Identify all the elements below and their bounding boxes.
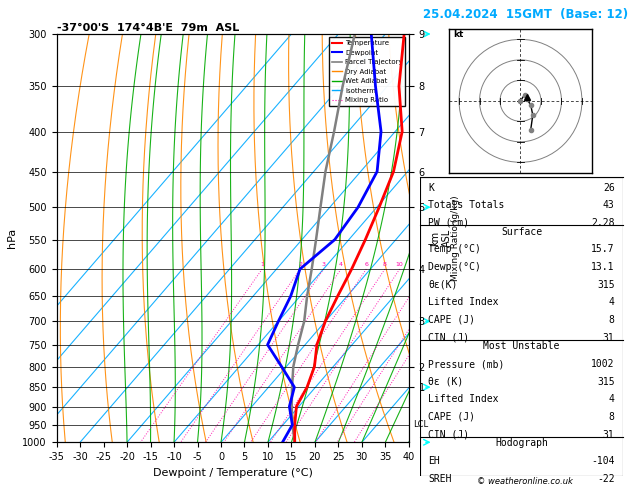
Text: Mixing Ratio (g/kg): Mixing Ratio (g/kg) bbox=[451, 195, 460, 281]
Text: Most Unstable: Most Unstable bbox=[483, 341, 560, 351]
Text: θε (K): θε (K) bbox=[428, 377, 464, 387]
Text: 31: 31 bbox=[603, 430, 615, 439]
Text: 10: 10 bbox=[396, 262, 404, 267]
Text: CAPE (J): CAPE (J) bbox=[428, 412, 476, 422]
Text: 25.04.2024  15GMT  (Base: 12): 25.04.2024 15GMT (Base: 12) bbox=[423, 8, 628, 21]
Text: CIN (J): CIN (J) bbox=[428, 332, 469, 343]
Text: 315: 315 bbox=[597, 279, 615, 290]
Text: 13.1: 13.1 bbox=[591, 262, 615, 272]
Text: K: K bbox=[428, 183, 434, 192]
Text: Pressure (mb): Pressure (mb) bbox=[428, 359, 504, 369]
Text: θε(K): θε(K) bbox=[428, 279, 458, 290]
Text: CIN (J): CIN (J) bbox=[428, 430, 469, 439]
Y-axis label: hPa: hPa bbox=[7, 228, 17, 248]
Text: Temp (°C): Temp (°C) bbox=[428, 244, 481, 254]
Text: -22: -22 bbox=[597, 474, 615, 484]
Text: PW (cm): PW (cm) bbox=[428, 218, 469, 228]
Text: SREH: SREH bbox=[428, 474, 452, 484]
Legend: Temperature, Dewpoint, Parcel Trajectory, Dry Adiabat, Wet Adiabat, Isotherm, Mi: Temperature, Dewpoint, Parcel Trajectory… bbox=[329, 37, 405, 106]
Text: 43: 43 bbox=[603, 200, 615, 210]
Text: 4: 4 bbox=[609, 297, 615, 307]
Text: 15.7: 15.7 bbox=[591, 244, 615, 254]
Text: -104: -104 bbox=[591, 456, 615, 466]
Text: EH: EH bbox=[428, 456, 440, 466]
Text: © weatheronline.co.uk: © weatheronline.co.uk bbox=[477, 477, 573, 486]
Text: 8: 8 bbox=[609, 315, 615, 325]
Text: Surface: Surface bbox=[501, 227, 542, 237]
Text: 2.28: 2.28 bbox=[591, 218, 615, 228]
Text: LCL: LCL bbox=[413, 420, 428, 429]
Text: 1: 1 bbox=[260, 262, 264, 267]
Text: 4: 4 bbox=[609, 394, 615, 404]
Text: Lifted Index: Lifted Index bbox=[428, 394, 499, 404]
Text: 4: 4 bbox=[339, 262, 343, 267]
Text: 8: 8 bbox=[383, 262, 387, 267]
Text: 1002: 1002 bbox=[591, 359, 615, 369]
Text: 8: 8 bbox=[609, 412, 615, 422]
Text: Totals Totals: Totals Totals bbox=[428, 200, 504, 210]
Text: Lifted Index: Lifted Index bbox=[428, 297, 499, 307]
Text: 31: 31 bbox=[603, 332, 615, 343]
X-axis label: Dewpoint / Temperature (°C): Dewpoint / Temperature (°C) bbox=[153, 468, 313, 478]
Text: kt: kt bbox=[453, 30, 464, 39]
Text: Hodograph: Hodograph bbox=[495, 438, 548, 449]
Text: Dewp (°C): Dewp (°C) bbox=[428, 262, 481, 272]
Text: 3: 3 bbox=[321, 262, 326, 267]
Text: -37°00'S  174°4B'E  79m  ASL: -37°00'S 174°4B'E 79m ASL bbox=[57, 23, 239, 33]
Text: CAPE (J): CAPE (J) bbox=[428, 315, 476, 325]
Text: 6: 6 bbox=[364, 262, 368, 267]
Text: 315: 315 bbox=[597, 377, 615, 387]
Y-axis label: km
ASL: km ASL bbox=[430, 229, 452, 247]
Text: 26: 26 bbox=[603, 183, 615, 192]
Text: 2: 2 bbox=[298, 262, 302, 267]
